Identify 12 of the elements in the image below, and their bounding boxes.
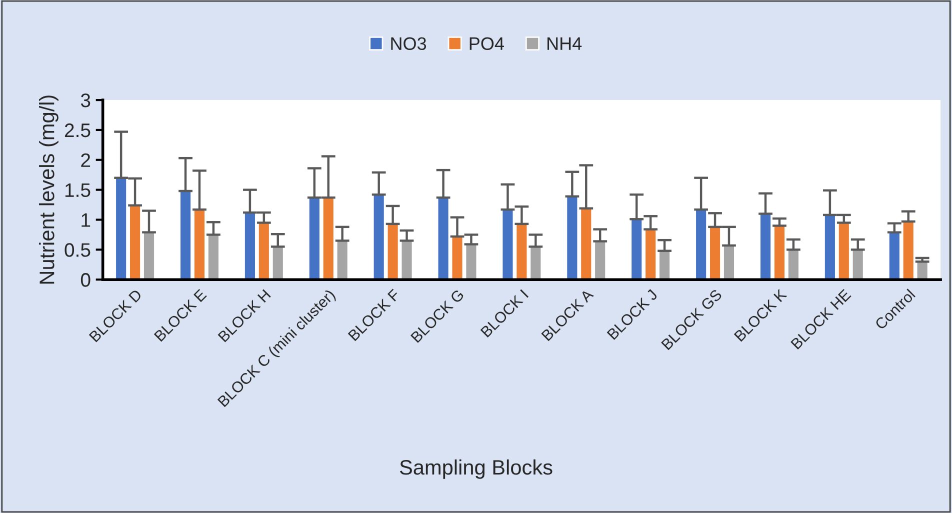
legend-label: PO4	[470, 37, 504, 50]
y-axis-title: Nutrient levels (mg/l)	[39, 96, 58, 284]
y-tick-label: 0	[80, 273, 90, 287]
y-tick-label: 0.5	[64, 243, 90, 257]
y-tick-label: 2	[81, 153, 90, 167]
legend-label: NO3	[391, 37, 426, 50]
legend-label: NH4	[548, 37, 582, 50]
y-tick-label: 1	[82, 213, 90, 227]
y-tick-label: 3	[80, 94, 90, 108]
x-axis-title: Sampling Blocks	[400, 459, 552, 479]
y-tick-label: 1.5	[65, 183, 90, 198]
y-tick-label: 2.5	[64, 123, 90, 138]
